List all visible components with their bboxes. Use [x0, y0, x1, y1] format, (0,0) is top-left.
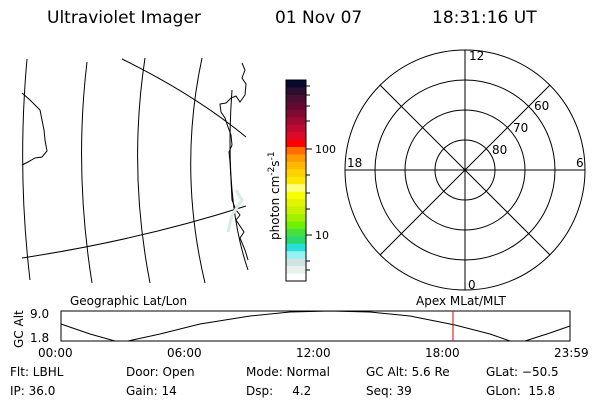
- time-tick-1800: 18:00: [425, 346, 460, 360]
- seq-status: Seq: 39: [366, 384, 412, 398]
- colorbar-band: [286, 109, 306, 118]
- geographic-label: Geographic Lat/Lon: [70, 294, 187, 308]
- door-status: Door: Open: [126, 365, 195, 379]
- mlt-label-6: 6: [576, 156, 584, 170]
- coastline: [21, 92, 48, 166]
- alt-tick-max: 9.0: [30, 307, 49, 321]
- filter-status: Flt: LBHL: [10, 365, 64, 379]
- gc-alt-status: GC Alt: 5.6 Re: [366, 365, 450, 379]
- colorbar: 100 10 photon cm-2s-1: [267, 79, 336, 282]
- gc-alt-axis-label: GC Alt: [12, 310, 26, 348]
- meridian-line: [81, 61, 93, 284]
- apex-label: Apex MLat/MLT: [416, 294, 506, 308]
- altitude-curve: [60, 310, 571, 342]
- parallel-line: [21, 205, 247, 259]
- altitude-timeline: Geographic Lat/Lon Apex MLat/MLT GC Alt …: [12, 294, 589, 360]
- mlt-label-12: 12: [469, 49, 484, 63]
- colorbar-band: [286, 251, 306, 260]
- time-label: 18:31:16 UT: [432, 8, 537, 28]
- colorbar-tick-100: 100: [315, 143, 336, 156]
- colorbar-band: [286, 258, 306, 267]
- colorbar-band: [286, 94, 306, 103]
- colorbar-band: [286, 199, 306, 208]
- meridian-line: [137, 57, 151, 284]
- colorbar-tick-10: 10: [315, 229, 329, 242]
- colorbar-band: [286, 266, 306, 275]
- meridian-line: [22, 58, 31, 281]
- meridian-line: [190, 57, 206, 284]
- colorbar-band: [286, 206, 306, 215]
- colorbar-band: [286, 132, 306, 141]
- time-tick-0000: 00:00: [38, 346, 73, 360]
- glon-status: GLon: 15.8: [486, 384, 556, 398]
- lat-label-80: 80: [492, 143, 507, 157]
- colorbar-band: [286, 117, 306, 126]
- colorbar-band: [286, 191, 306, 200]
- colorbar-band: [286, 169, 306, 178]
- colorbar-band: [286, 273, 306, 282]
- time-tick-0600: 06:00: [167, 346, 202, 360]
- parallel-line: [121, 58, 247, 138]
- time-tick-1200: 12:00: [296, 346, 331, 360]
- colorbar-band: [286, 228, 306, 237]
- colorbar-band: [286, 80, 306, 88]
- lat-label-70: 70: [513, 121, 528, 135]
- meridian-line: [229, 89, 249, 271]
- colorbar-band: [286, 147, 306, 155]
- lat-label-60: 60: [534, 99, 549, 113]
- colorbar-band: [286, 154, 306, 163]
- colorbar-band: [286, 102, 306, 111]
- colorbar-band: [286, 87, 306, 96]
- geographic-map: [21, 57, 249, 284]
- colorbar-band: [286, 139, 306, 148]
- colorbar-band: [286, 161, 306, 170]
- glat-status: GLat: −50.5: [486, 365, 559, 379]
- gain-status: Gain: 14: [126, 384, 177, 398]
- colorbar-band: [286, 243, 306, 252]
- colorbar-band: [286, 124, 306, 133]
- colorbar-unit-label: photon cm-2s-1: [267, 151, 282, 240]
- date-label: 01 Nov 07: [275, 8, 363, 28]
- colorbar-band: [286, 184, 306, 193]
- colorbar-band: [286, 214, 306, 222]
- colorbar-band: [286, 176, 306, 185]
- polar-mlt-plot: [344, 49, 586, 291]
- ip-status: IP: 36.0: [10, 384, 56, 398]
- time-tick-2359: 23:59: [554, 346, 589, 360]
- colorbar-band: [286, 221, 306, 230]
- alt-tick-min: 1.8: [30, 331, 49, 345]
- instrument-title: Ultraviolet Imager: [47, 8, 201, 28]
- aurora-faint: [226, 189, 244, 233]
- coastline: [219, 62, 249, 261]
- colorbar-band: [286, 236, 306, 245]
- mlt-label-18: 18: [347, 156, 362, 170]
- mlt-label-0: 0: [468, 278, 476, 292]
- mode-status: Mode: Normal: [246, 365, 330, 379]
- dsp-status: Dsp: 4.2: [246, 384, 312, 398]
